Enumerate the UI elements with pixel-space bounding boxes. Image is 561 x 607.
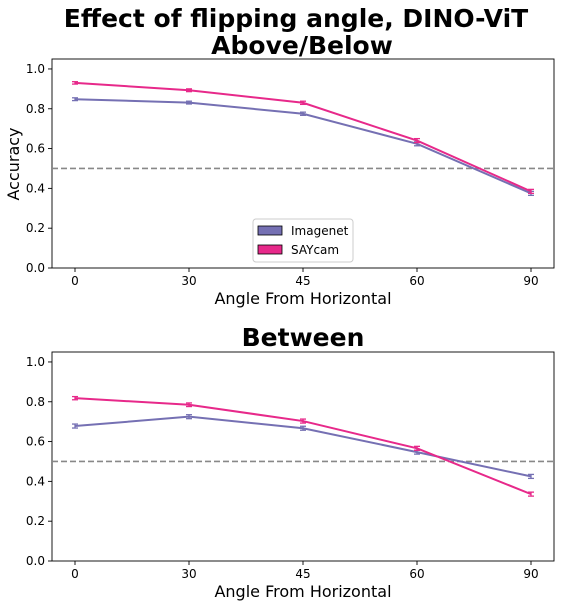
chart1-ytick-label: 0.8 [26,102,45,116]
figure-title-line1: Effect of flipping angle, DINO-ViT [64,4,528,33]
chart2-ytick-label: 0.4 [26,474,45,488]
chart2-ytick-label: 0.2 [26,514,45,528]
chart1-ytick-label: 0.2 [26,221,45,235]
chart1-ytick-label: 0.0 [26,261,45,275]
chart1-legend-swatch-saycam [257,244,283,255]
chart2-xlabel: Angle From Horizontal [214,582,391,601]
chart2-ytick-label: 0.0 [26,554,45,568]
chart2-xtick-label: 60 [409,567,424,581]
chart1-ytick-label: 0.4 [26,181,45,195]
chart1-xtick-label: 0 [71,274,79,288]
chart1-ytick-label: 0.6 [26,142,45,156]
chart1-ylabel: Accuracy [4,127,23,200]
chart2-axes-frame [51,351,555,562]
chart1-plot-area: 0.0 0.2 0.4 0.6 0.8 1.0 0 30 45 60 90 Imagenet SAYca… [26,58,555,288]
chart2-series-saycam-line [74,397,532,496]
chart2-xtick-label: 0 [71,567,79,581]
chart1-legend-label-imagenet: Imagenet [291,224,349,238]
chart1-xtick-label: 30 [181,274,196,288]
chart1-ytick-label: 1.0 [26,62,45,76]
chart2-xtick-label: 30 [181,567,196,581]
chart1-series-saycam-line [74,81,532,193]
chart2-ytick-label: 0.6 [26,435,45,449]
chart2-title: Between [242,323,365,352]
chart2-xtick-label: 90 [523,567,538,581]
chart1-legend-swatch-imagenet [257,225,283,236]
chart1-title: Above/Below [211,31,393,60]
chart1-legend-label-saycam: SAYcam [291,243,339,257]
chart1-legend: Imagenet SAYcam [252,218,354,263]
chart2-xtick-label: 45 [295,567,310,581]
chart1-xtick-label: 60 [409,274,424,288]
chart1-xlabel: Angle From Horizontal [214,289,391,308]
chart1-xtick-label: 90 [523,274,538,288]
chart2-ytick-label: 0.8 [26,395,45,409]
chart2-ytick-label: 1.0 [26,355,45,369]
chart1-xtick-label: 45 [295,274,310,288]
chart2-plot-area: 0.0 0.2 0.4 0.6 0.8 1.0 0 30 45 60 90 [26,351,555,581]
